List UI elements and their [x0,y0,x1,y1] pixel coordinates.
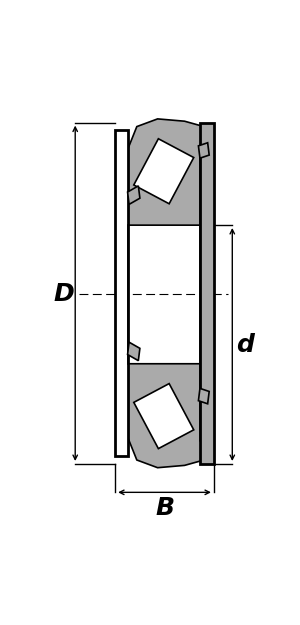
Polygon shape [198,142,209,158]
Polygon shape [128,364,212,468]
Polygon shape [128,342,140,361]
Polygon shape [128,119,212,225]
Text: B: B [155,496,174,520]
Polygon shape [134,384,194,449]
Text: d: d [236,332,254,356]
Polygon shape [134,139,194,204]
Polygon shape [115,131,128,456]
Text: D: D [53,282,74,306]
Polygon shape [200,122,214,464]
Polygon shape [198,388,209,404]
Polygon shape [128,186,140,204]
